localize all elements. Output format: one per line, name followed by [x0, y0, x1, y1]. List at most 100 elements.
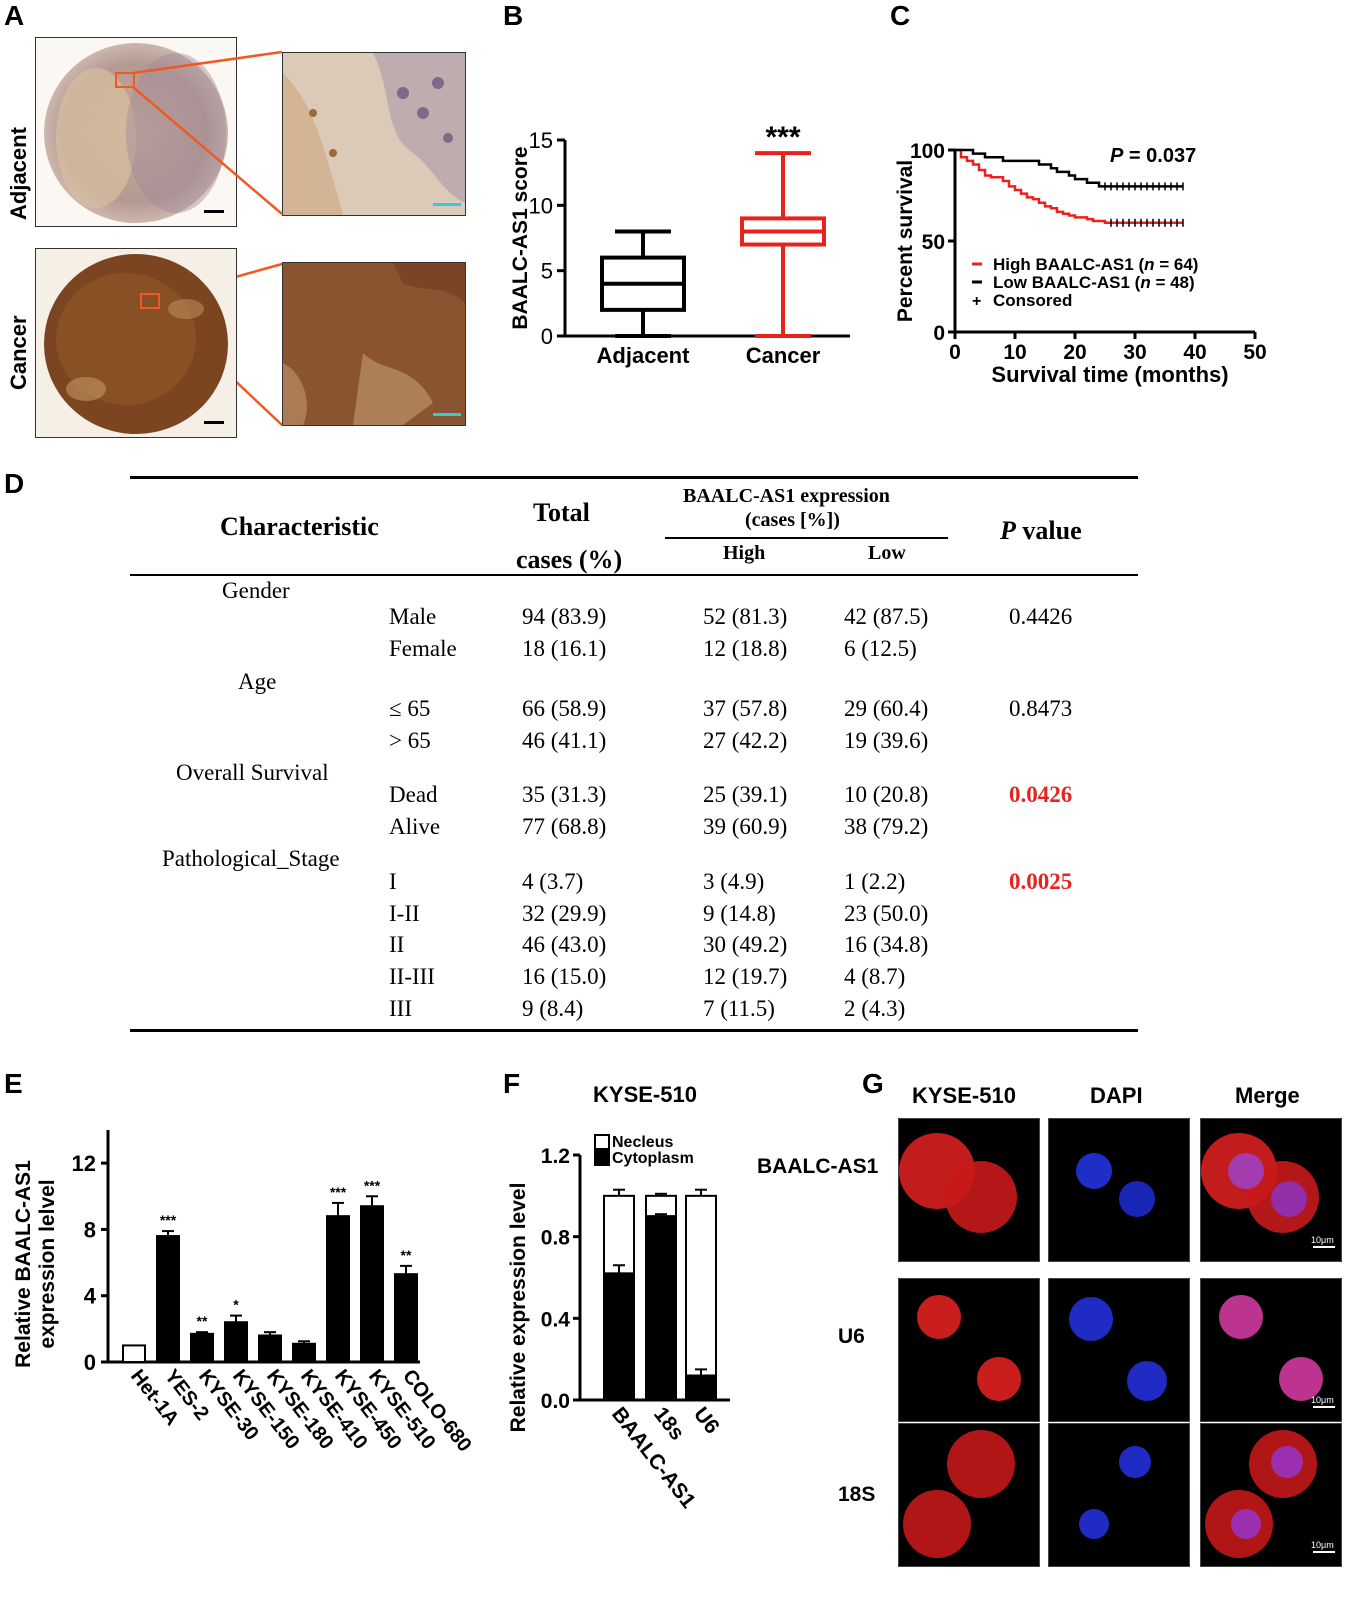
- cell-blob: [1119, 1181, 1155, 1217]
- e-y-tick-label: 8: [84, 1217, 96, 1242]
- micrograph-graphic: [917, 1295, 1021, 1401]
- table-cell-low: 1 (2.2): [844, 869, 906, 894]
- f-bar-nucleus: [645, 1194, 677, 1218]
- e-bar-kyse-410: [292, 1342, 316, 1363]
- f-legend-swatch: [594, 1150, 610, 1166]
- c-pvalue-label: P = 0.037: [1110, 145, 1196, 167]
- c-legend-censor-symbol: +: [972, 293, 981, 310]
- micrograph-u6-dapi: [1048, 1278, 1190, 1422]
- table-cell-sub: Dead: [389, 782, 438, 807]
- micrograph-18s-merge: 10μm: [1200, 1423, 1342, 1567]
- g-col-header-merge: Merge: [1235, 1083, 1300, 1108]
- table-cell-high: 52 (81.3): [703, 604, 788, 629]
- ihc-cancer-zoom-graphic: [283, 263, 465, 425]
- c-line-high-baalc-as1: [955, 148, 1183, 225]
- c-x-tick-label: 50: [1243, 341, 1266, 364]
- panel-label-b: B: [503, 0, 524, 31]
- cell-blob: [1219, 1295, 1263, 1339]
- table-top-rule: [130, 476, 1138, 479]
- table-cell-sub: Female: [389, 636, 457, 661]
- cell-blob: [1228, 1153, 1264, 1189]
- c-y-tick-label: 0: [933, 322, 945, 345]
- table-cell-total: 46 (41.1): [522, 728, 607, 753]
- f-legend-label: Necleus: [612, 1134, 673, 1151]
- panel-label-e: E: [4, 1068, 23, 1099]
- cell-blob: [1076, 1153, 1112, 1189]
- micrograph-baalc-as1-kyse-510: [898, 1118, 1040, 1262]
- cell-blob: [903, 1490, 971, 1558]
- table-bottom-rule: [130, 1029, 1138, 1032]
- cell-blob: [1079, 1509, 1109, 1539]
- c-x-tick-label: 30: [1123, 341, 1146, 364]
- table-cell-high: 25 (39.1): [703, 782, 788, 807]
- ihc-cancer-overview: [35, 248, 237, 438]
- table-group-age: Age: [238, 669, 277, 694]
- micrograph-graphic: [1076, 1153, 1155, 1217]
- chart-e-bar: 0 4 8 12 Relative BAALC-AS1expression lelvel…: [12, 1130, 476, 1456]
- table-cell-pvalue: 0.8473: [1009, 696, 1073, 721]
- micrograph-u6-kyse-510: [898, 1278, 1040, 1422]
- scale-bar-label: 10μm: [1311, 1235, 1334, 1245]
- e-significance: **: [401, 1247, 412, 1263]
- table-cell-total: 46 (43.0): [522, 932, 607, 957]
- f-bar-nucleus: [603, 1194, 635, 1275]
- table-cell-high: 12 (19.7): [703, 964, 788, 989]
- table-cell-low: 23 (50.0): [844, 901, 929, 926]
- table-cell-low: 19 (39.6): [844, 728, 929, 753]
- f-y-tick-label: 0.0: [541, 1390, 570, 1413]
- e-y-tick-label: 0: [84, 1350, 96, 1375]
- c-y-axis-label: Percent survival: [894, 160, 917, 322]
- table-cell-low: 29 (60.4): [844, 696, 929, 721]
- g-row-label-18s: 18S: [838, 1483, 876, 1506]
- table-cell-total: 77 (68.8): [522, 814, 607, 839]
- b-y-axis-label: BAALC-AS1 score: [509, 146, 532, 329]
- e-significance: **: [197, 1313, 208, 1329]
- f-bar-nucleus: [685, 1194, 717, 1377]
- c-legend-entry: High BAALC-AS1 (n = 64): [993, 255, 1198, 274]
- cell-blob: [947, 1430, 1015, 1498]
- c-legend-entry: Low BAALC-AS1 (n = 48): [993, 273, 1195, 292]
- micrograph-u6-merge: 10μm: [1200, 1278, 1342, 1422]
- f-bar-cytoplasm: [603, 1272, 635, 1402]
- ihc-adjacent-zoom: [282, 52, 466, 216]
- c-x-tick-label: 20: [1063, 341, 1086, 364]
- panel-label-g: G: [862, 1068, 884, 1099]
- micrograph-18s-dapi: [1048, 1423, 1190, 1567]
- table-head-expression-cases: (cases [%]): [745, 509, 840, 531]
- table-cell-high: 37 (57.8): [703, 696, 788, 721]
- table-head-pvalue: P value: [1000, 516, 1082, 546]
- e-significance: ***: [364, 1177, 381, 1193]
- table-cell-total: 18 (16.1): [522, 636, 607, 661]
- table-cell-sub: II-III: [389, 964, 435, 989]
- table-cell-sub: II: [389, 932, 405, 957]
- micrograph-graphic: 10μm: [1205, 1430, 1335, 1558]
- cell-blob: [917, 1295, 961, 1339]
- c-legend-entry: Consored: [993, 291, 1072, 310]
- micrograph-graphic: [1069, 1297, 1167, 1401]
- table-cell-sub: III: [389, 996, 412, 1021]
- table-head-cases: cases (%): [516, 545, 623, 574]
- micrograph-baalc-as1-merge: 10μm: [1200, 1118, 1342, 1262]
- ihc-adjacent-overview-graphic: [44, 43, 228, 223]
- f-legend-label: Cytoplasm: [612, 1150, 694, 1167]
- table-cell-sub: I-II: [389, 901, 420, 926]
- c-x-tick-label: 40: [1183, 341, 1206, 364]
- table-cell-low: 16 (34.8): [844, 932, 929, 957]
- table-cell-sub: I: [389, 869, 397, 894]
- micrograph-baalc-as1-dapi: [1048, 1118, 1190, 1262]
- e-bar-kyse-150: [224, 1321, 248, 1364]
- f-title: KYSE-510: [593, 1082, 697, 1107]
- table-cell-high: 30 (49.2): [703, 932, 788, 957]
- table-cell-total: 16 (15.0): [522, 964, 607, 989]
- e-bar-yes-2: [156, 1235, 180, 1363]
- table-cell-total: 4 (3.7): [522, 869, 584, 894]
- e-bar-kyse-180: [258, 1334, 282, 1364]
- c-x-tick-label: 0: [949, 341, 961, 364]
- table-cell-low: 10 (20.8): [844, 782, 929, 807]
- table-head-total: Total: [533, 498, 590, 527]
- micrograph-graphic: 10μm: [1219, 1295, 1335, 1408]
- panel-label-d: D: [4, 468, 25, 499]
- table-cell-low: 38 (79.2): [844, 814, 929, 839]
